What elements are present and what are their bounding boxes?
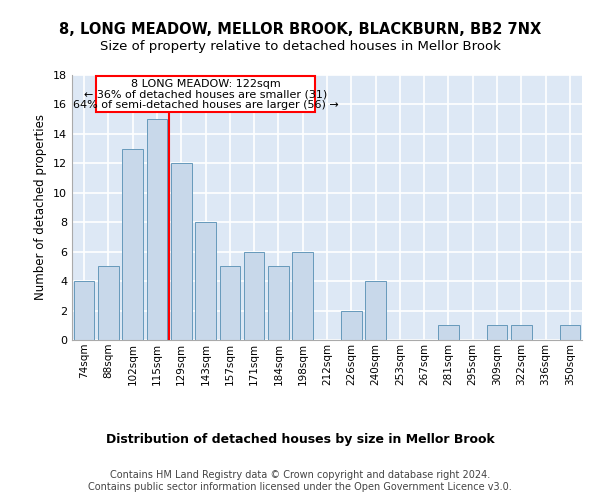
Bar: [511, 326, 532, 340]
Bar: [268, 266, 289, 340]
Text: ← 36% of detached houses are smaller (31): ← 36% of detached houses are smaller (31…: [84, 90, 327, 100]
Text: Distribution of detached houses by size in Mellor Brook: Distribution of detached houses by size …: [106, 432, 494, 446]
Bar: [220, 266, 240, 340]
FancyBboxPatch shape: [96, 76, 315, 112]
Bar: [244, 252, 265, 340]
Bar: [146, 119, 167, 340]
Bar: [122, 148, 143, 340]
Bar: [438, 326, 459, 340]
Bar: [560, 326, 580, 340]
Bar: [292, 252, 313, 340]
Bar: [74, 281, 94, 340]
Text: 8, LONG MEADOW, MELLOR BROOK, BLACKBURN, BB2 7NX: 8, LONG MEADOW, MELLOR BROOK, BLACKBURN,…: [59, 22, 541, 38]
Text: 8 LONG MEADOW: 122sqm: 8 LONG MEADOW: 122sqm: [131, 78, 280, 88]
Text: 64% of semi-detached houses are larger (56) →: 64% of semi-detached houses are larger (…: [73, 100, 338, 110]
Text: Contains HM Land Registry data © Crown copyright and database right 2024.: Contains HM Land Registry data © Crown c…: [110, 470, 490, 480]
Bar: [341, 310, 362, 340]
Bar: [171, 164, 191, 340]
Text: Size of property relative to detached houses in Mellor Brook: Size of property relative to detached ho…: [100, 40, 500, 53]
Text: Contains public sector information licensed under the Open Government Licence v3: Contains public sector information licen…: [88, 482, 512, 492]
Bar: [98, 266, 119, 340]
Bar: [195, 222, 216, 340]
Bar: [365, 281, 386, 340]
Y-axis label: Number of detached properties: Number of detached properties: [34, 114, 47, 300]
Bar: [487, 326, 508, 340]
